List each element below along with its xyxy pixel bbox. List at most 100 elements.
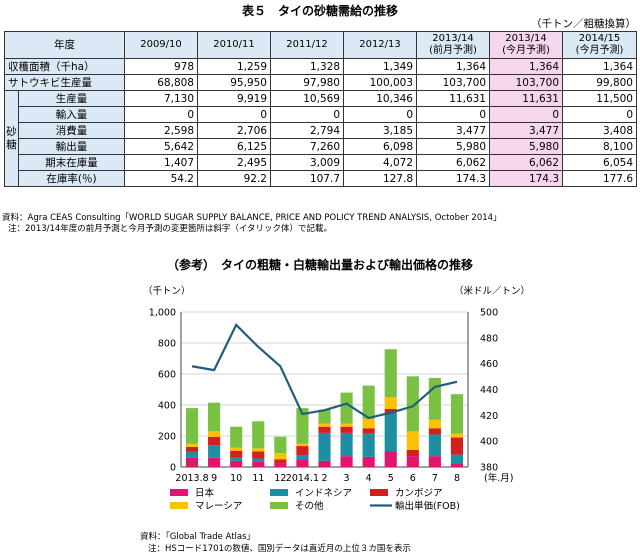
left-tick-label: 200 [158, 432, 176, 443]
x-tick-label: 2013.8 [175, 473, 208, 484]
bar-segment [208, 436, 221, 446]
row-label: 輸入量 [18, 106, 125, 123]
column-header: 2012/13 [343, 31, 417, 59]
table-cell: 10,569 [270, 90, 344, 107]
column-year: 2014/15 [578, 33, 621, 44]
column-forecast-label: (前月予測) [429, 45, 477, 56]
bar-segment [208, 445, 221, 458]
bar-segment [208, 431, 221, 437]
right-tick-label: 420 [480, 411, 498, 422]
x-tick-label: 5 [388, 473, 394, 484]
table-cell: 0 [124, 106, 198, 123]
bar-segment [318, 409, 331, 424]
bar-segment [230, 460, 243, 467]
column-header: 2014/15 (今月予測) [562, 31, 637, 59]
chart-source: 資料：「Global Trade Atlas」 [140, 532, 256, 542]
table-row: 収穫面積（千ha） 978 1,259 1,328 1,349 1,364 1,364 1,3… [4, 58, 637, 75]
bar-segment [340, 392, 353, 424]
legend-label: カンボジア [395, 488, 443, 499]
bar-segment [230, 447, 243, 451]
bar-segment [450, 437, 464, 455]
table-cell: 9,919 [197, 90, 271, 107]
column-forecast-label: (今月予測) [502, 45, 550, 56]
bar-segment [450, 433, 464, 438]
bar-segment [450, 463, 464, 467]
bar-segment [318, 426, 331, 433]
bar-segment [318, 432, 331, 461]
bar-segment [450, 394, 464, 434]
table-cell: 6,125 [197, 138, 271, 155]
column-year: 2009/10 [140, 39, 182, 50]
row-label: 輸出量 [18, 138, 125, 155]
row-label: 期末在庫量 [18, 154, 125, 171]
table-cell: 10,346 [343, 90, 417, 107]
table-cell: 177.6 [562, 170, 637, 187]
bar-segment [252, 461, 265, 467]
legend-swatch [270, 489, 288, 496]
bar-segment [252, 421, 265, 449]
bar-segment [208, 402, 221, 432]
row-label: 在庫率(％) [18, 170, 125, 187]
column-header: 2009/10 [124, 31, 198, 59]
table-row: 輸入量 0 0 0 0 0 0 0 [5, 106, 637, 123]
bar-segment [362, 456, 375, 467]
chart-title: （参考） タイの粗糖・白糖輸出量および輸出価格の推移 [166, 258, 473, 272]
column-header: 2010/11 [197, 31, 271, 59]
table-source: 資料：Agra CEAS Consulting「WORLD SUGAR SUPP… [2, 213, 502, 223]
right-tick-label: 380 [480, 463, 498, 474]
right-tick-label: 460 [480, 359, 498, 370]
legend-label: インドネシア [295, 488, 352, 499]
table-cell: 97,980 [270, 74, 344, 91]
left-tick-label: 1,000 [149, 308, 176, 319]
bar-segment [274, 463, 287, 467]
bar-segment [384, 412, 397, 452]
table-cell: 11,631 [489, 90, 563, 107]
bar-segment [406, 376, 419, 432]
right-axis-label: （米ドル／トン） [454, 286, 531, 297]
table-cell: 1,364 [489, 58, 563, 75]
x-tick-label: 2014.1 [286, 473, 319, 484]
bar-segment [340, 426, 353, 433]
table-cell: 6,062 [416, 154, 490, 171]
table-cell: 103,700 [489, 74, 563, 91]
x-tick-label: 9 [211, 473, 217, 484]
table-cell: 3,477 [416, 122, 490, 139]
table-cell: 0 [270, 106, 344, 123]
table-cell: 0 [197, 106, 271, 123]
row-label: 消費量 [18, 122, 125, 139]
bar-segment [362, 385, 375, 419]
bar-segment [296, 455, 309, 461]
column-header: 2011/12 [270, 31, 344, 59]
right-tick-label: 500 [480, 308, 498, 319]
table-cell: 5,980 [489, 138, 563, 155]
table-cell: 0 [416, 106, 490, 123]
bar-segment [185, 443, 199, 447]
table-cell: 0 [343, 106, 417, 123]
bar-segment [384, 408, 397, 413]
bar-segment [296, 443, 309, 447]
bar-segment [384, 349, 397, 398]
left-tick-label: 400 [158, 401, 176, 412]
bar-segment [296, 446, 309, 456]
price-line [191, 323, 458, 420]
bar-segment [230, 450, 243, 458]
legend-label: マレーシア [195, 501, 242, 512]
bar-segment [274, 453, 287, 460]
left-tick-label: 600 [158, 370, 176, 381]
x-tick-label: 10 [230, 473, 242, 484]
legend-swatch [270, 502, 288, 509]
table-cell: 0 [489, 106, 563, 123]
bar-segment [428, 377, 441, 420]
table-cell: 1,328 [270, 58, 344, 75]
table-cell: 6,054 [562, 154, 637, 171]
right-tick-label: 400 [480, 437, 498, 448]
row-label: 生産量 [18, 90, 125, 107]
table-cell: 100,003 [343, 74, 417, 91]
table-cell: 2,706 [197, 122, 271, 139]
table-cell: 11,631 [416, 90, 490, 107]
x-tick-label: 3 [344, 473, 350, 484]
table-cell: 2,495 [197, 154, 271, 171]
x-tick-label: 11 [252, 473, 264, 484]
table-row: 輸出量 5,642 6,125 7,260 6,098 5,980 5,980 8,100 [5, 138, 637, 155]
legend-label: 輸出単価(FOB) [395, 500, 460, 512]
